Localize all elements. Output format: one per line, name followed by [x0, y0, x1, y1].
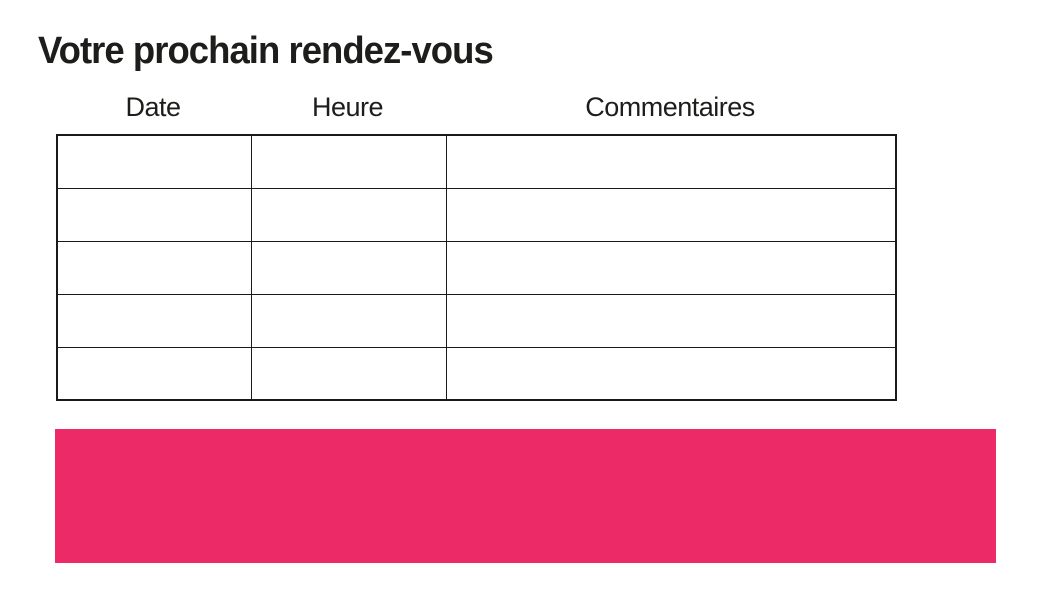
cell-commentaires: [445, 240, 897, 295]
appointments-table-body: [56, 134, 897, 401]
cell-date: [56, 187, 252, 242]
cell-commentaires: [445, 293, 897, 348]
cell-heure: [250, 346, 447, 401]
cell-heure: [250, 187, 447, 242]
cell-commentaires: [445, 346, 897, 401]
cell-heure: [250, 293, 447, 348]
appointments-table: [56, 134, 897, 401]
column-header-heure: Heure: [311, 92, 384, 122]
page-title: Votre prochain rendez-vous: [38, 30, 494, 72]
highlight-banner: [55, 429, 996, 563]
cell-date: [56, 293, 252, 348]
table-row: [56, 346, 897, 401]
table-header-row: Date Heure Commentaires: [56, 92, 895, 123]
cell-heure: [250, 134, 447, 189]
table-row: [56, 240, 897, 295]
column-header-date: Date: [125, 92, 181, 122]
cell-heure: [250, 240, 447, 295]
table-row: [56, 134, 897, 189]
cell-commentaires: [445, 134, 897, 189]
table-row: [56, 187, 897, 242]
cell-date: [56, 346, 252, 401]
column-header-commentaires: Commentaires: [585, 92, 755, 122]
table-row: [56, 293, 897, 348]
cell-date: [56, 134, 252, 189]
cell-commentaires: [445, 187, 897, 242]
cell-date: [56, 240, 252, 295]
